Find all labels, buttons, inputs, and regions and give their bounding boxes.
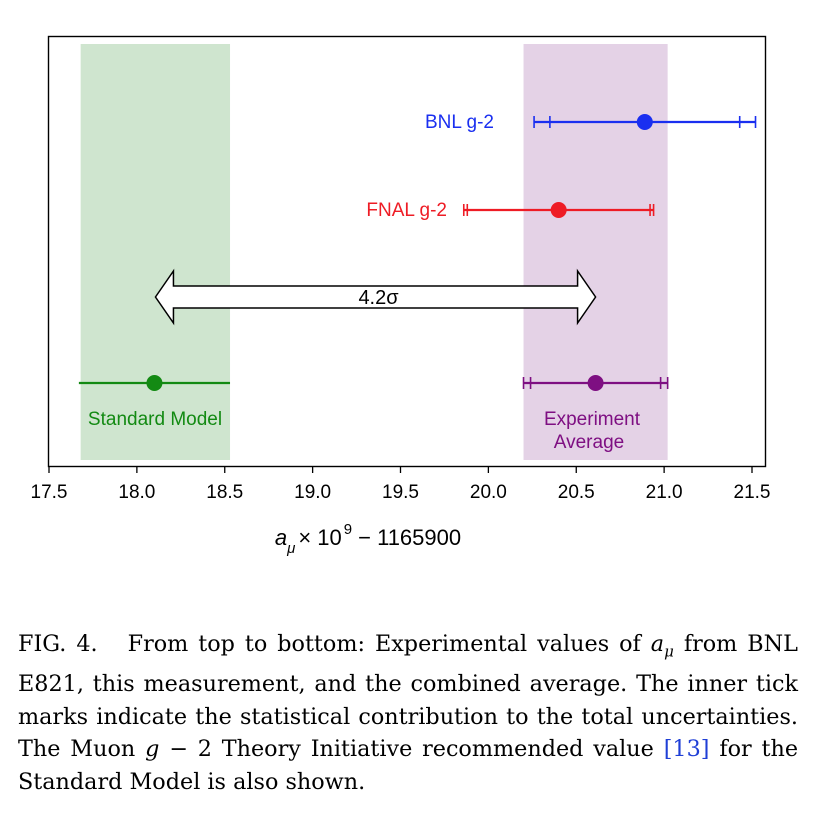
band-0: [80, 44, 231, 460]
caption-reference-link[interactable]: [13]: [663, 736, 710, 763]
fnal-label: FNAL g-2: [366, 200, 447, 221]
x-tick-label-0: 17.5: [31, 482, 68, 503]
x-label-offset: − 1165900: [358, 525, 461, 550]
caption-text-2: from BNL E821, this measurement, and the…: [18, 631, 798, 763]
x-tick-label-7: 21.0: [646, 482, 683, 503]
x-tick-label-6: 20.5: [558, 482, 595, 503]
muon-g2-chart: 4.2σ BNL g-2 FNAL g-2 Standard Model Exp…: [31, 35, 771, 557]
x-tick-label-1: 18.0: [118, 482, 155, 503]
caption-symbol-sub: μ: [664, 642, 674, 661]
standard-model-label: Standard Model: [88, 409, 222, 430]
data-point-3: [587, 375, 604, 391]
caption-text-4: for the Standard Model is also shown.: [18, 736, 799, 795]
experiment-average-label-line1: Experiment: [544, 409, 641, 430]
data-point-0: [636, 114, 653, 130]
x-label-exponent: 9: [344, 521, 352, 538]
double-arrow-shape: [154, 268, 597, 326]
experiment-average-label-line2: Average: [554, 432, 624, 453]
bnl-label: BNL g-2: [425, 112, 494, 133]
caption-prefix: FIG. 4.: [18, 631, 98, 657]
x-axis: 17.5 18.0 18.5 19.0 19.5 20.0 20.5 21.0 21.5: [31, 466, 771, 503]
x-tick-label-8: 21.5: [734, 482, 771, 503]
x-label-symbol: a: [275, 525, 287, 550]
caption-symbol: a: [650, 631, 665, 657]
x-tick-label-2: 18.5: [206, 482, 243, 503]
x-label-subscript: μ: [286, 540, 295, 557]
x-tick-label-5: 20.0: [470, 482, 507, 503]
significance-label: 4.2σ: [358, 287, 399, 309]
figure-caption: FIG. 4. From top to bottom: Experimental…: [18, 628, 798, 798]
x-axis-label: aμ × 10 9 − 1165900: [275, 521, 461, 557]
uncertainty-bands: [80, 44, 668, 460]
significance-arrow: [154, 268, 597, 326]
caption-g: g: [145, 736, 160, 763]
data-series: [78, 114, 757, 391]
x-label-times: × 10: [298, 525, 341, 550]
data-point-2: [146, 375, 163, 391]
band-1: [523, 44, 668, 460]
x-tick-label-4: 19.5: [382, 482, 419, 503]
data-point-1: [550, 202, 567, 218]
x-tick-label-3: 19.0: [294, 482, 331, 503]
plot-frame: [47, 35, 767, 468]
caption-text-1: From top to bottom: Experimental values …: [127, 631, 641, 657]
caption-text-3: − 2 Theory Initiative recommended value: [169, 736, 654, 763]
